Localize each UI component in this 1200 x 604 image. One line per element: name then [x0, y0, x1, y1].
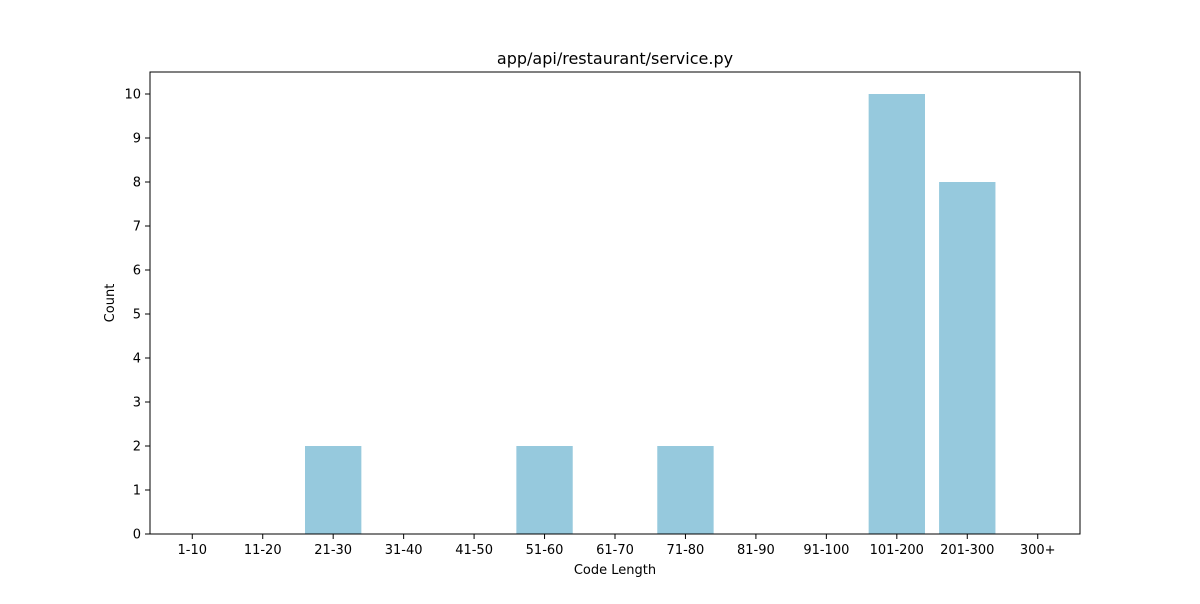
bar-201-300 [939, 182, 996, 534]
x-axis-ticks: 1-10 11-20 21-30 31-40 41-50 51-60 61-70 71-80 8… [178, 534, 1056, 558]
x-tick-label: 21-30 [314, 543, 352, 558]
y-tick-label: 7 [133, 220, 141, 235]
y-tick-label: 10 [124, 88, 141, 103]
y-tick-label: 9 [133, 132, 141, 147]
y-tick-label: 3 [133, 396, 141, 411]
x-tick-label: 41-50 [455, 543, 493, 558]
plot-area-frame [149, 71, 1081, 535]
bar-51-60 [516, 446, 573, 534]
x-tick-label: 71-80 [667, 543, 705, 558]
x-tick-label: 1-10 [178, 543, 208, 558]
y-tick-label: 2 [133, 440, 141, 455]
y-tick-label: 5 [133, 308, 141, 323]
x-tick-label: 81-90 [737, 543, 775, 558]
chart-title: app/api/restaurant/service.py [497, 49, 733, 68]
y-tick-label: 4 [133, 352, 141, 367]
x-tick-label: 61-70 [596, 543, 634, 558]
bar-21-30 [305, 446, 362, 534]
y-tick-label: 8 [133, 176, 141, 191]
x-tick-label: 31-40 [385, 543, 423, 558]
x-tick-label: 300+ [1020, 543, 1056, 558]
y-tick-label: 0 [133, 528, 141, 543]
y-axis-label: Count [103, 284, 118, 323]
y-axis-ticks: 0 1 2 3 4 5 6 7 8 9 10 [124, 88, 150, 543]
x-tick-label: 201-300 [940, 543, 994, 558]
x-tick-label: 51-60 [526, 543, 564, 558]
bar-71-80 [657, 446, 714, 534]
x-tick-label: 101-200 [870, 543, 924, 558]
y-tick-label: 1 [133, 484, 141, 499]
x-tick-label: 91-100 [803, 543, 849, 558]
x-axis-label: Code Length [574, 563, 656, 578]
y-tick-label: 6 [133, 264, 141, 279]
bars-group [305, 94, 996, 534]
bar-101-200 [868, 94, 925, 534]
x-tick-label: 11-20 [244, 543, 282, 558]
